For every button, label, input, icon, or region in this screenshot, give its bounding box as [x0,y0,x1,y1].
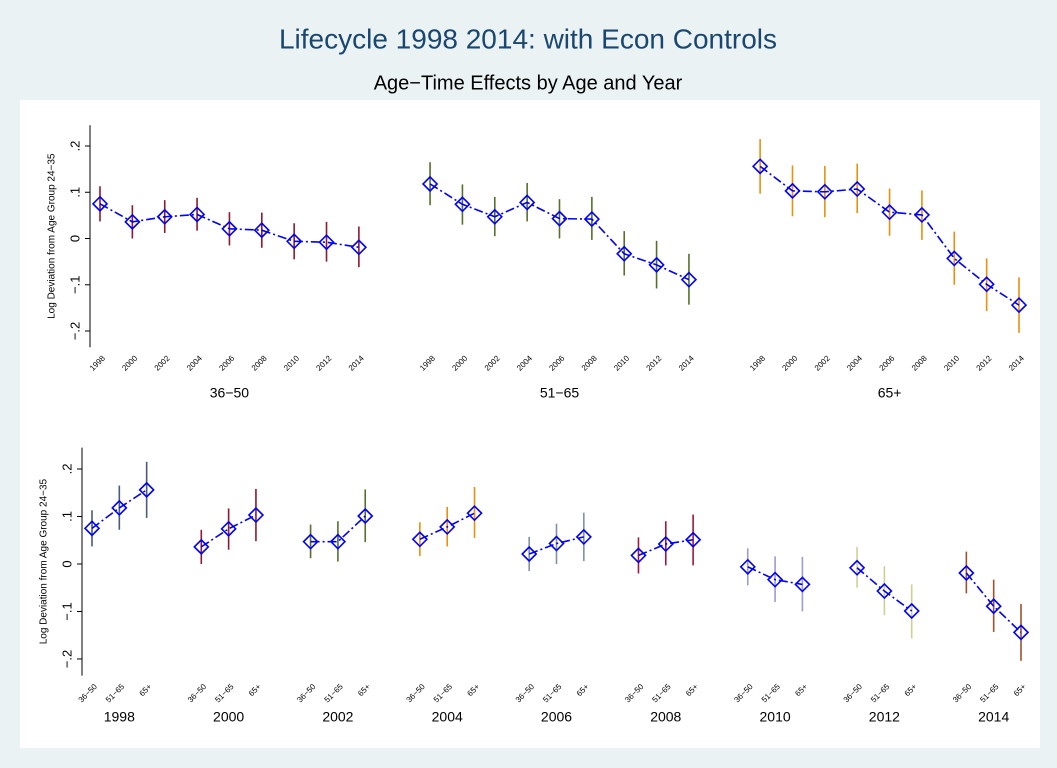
estimate-marker [253,222,270,239]
estimate-marker [454,196,471,213]
estimate-line [91,489,148,529]
estimate-marker [551,210,568,227]
y-axis-title: Log Deviation from Age Group 24−35 [47,153,58,319]
estimate-marker [220,520,237,537]
estimate-marker [784,182,801,200]
estimate-line [747,566,803,586]
estimate-marker [583,210,600,228]
group-label: 2006 [541,709,572,725]
estimate-marker [519,194,536,211]
estimate-marker [350,239,368,256]
estimate-marker [751,158,769,175]
estimate-marker [946,250,963,267]
estimate-marker [91,195,109,212]
y-tick-label: −.2 [67,322,82,340]
estimate-marker [630,547,647,564]
estimate-marker [302,533,319,550]
estimate-marker [876,582,893,600]
estimate-marker [794,576,811,593]
estimate-line [759,165,1020,306]
plot-region [20,100,1040,748]
chart-subtitle: Age−Time Effects by Age and Year [374,72,683,94]
y-tick-label: −.1 [67,276,82,294]
estimate-marker [439,518,456,536]
y-axis-title: Log Deviation from Age Group 24−35 [39,478,50,644]
y-tick-label: 0 [59,560,74,567]
y-tick-label: .1 [59,511,74,522]
estimate-marker [357,507,374,525]
estimate-marker [1012,624,1030,641]
y-tick-label: −.2 [59,650,74,668]
group-label: 2004 [432,709,463,725]
estimate-marker [421,175,439,193]
estimate-marker [188,206,206,223]
estimate-marker [648,256,665,274]
estimate-marker [575,528,592,546]
group-label: 65+ [878,385,902,401]
y-tick-label: .2 [67,141,82,152]
estimate-marker [985,598,1002,615]
estimate-line [856,567,913,612]
estimate-marker [411,531,429,548]
estimate-line [419,512,475,541]
group-label: 2008 [650,709,681,725]
estimate-line [638,538,694,557]
estimate-marker [616,245,633,262]
estimate-line [99,203,359,249]
estimate-marker [83,520,101,537]
estimate-marker [881,204,898,221]
estimate-marker [848,559,866,576]
group-label: 2012 [869,709,900,725]
estimate-marker [849,180,866,198]
estimate-marker [329,533,347,550]
estimate-marker [1010,296,1028,314]
group-label: 51−65 [540,385,580,401]
estimate-marker [816,183,833,200]
y-tick-label: .2 [59,464,74,475]
estimate-marker [318,234,335,251]
chart-title: Lifecycle 1998 2014: with Econ Controls [279,23,777,54]
estimate-marker [156,208,173,225]
estimate-marker [913,206,931,224]
estimate-marker [684,531,702,548]
group-label: 2000 [213,709,244,725]
group-label: 36−50 [210,385,250,401]
group-label: 1998 [104,709,135,725]
group-label: 2002 [322,709,353,725]
estimate-marker [193,538,210,556]
estimate-line [429,183,690,281]
estimate-line [965,572,1022,633]
estimate-marker [680,271,698,288]
estimate-marker [486,208,503,225]
estimate-line [310,515,366,543]
estimate-marker [903,602,920,620]
estimate-marker [138,481,155,499]
group-label: 2010 [760,709,791,725]
estimate-marker [521,545,538,563]
estimate-marker [221,220,238,237]
estimate-marker [466,505,483,522]
estimate-marker [657,535,674,553]
estimate-marker [286,233,303,250]
estimate-marker [739,558,756,575]
y-tick-label: −.1 [59,602,74,620]
estimate-marker [247,506,265,524]
estimate-line [200,514,257,548]
group-label: 2014 [978,709,1009,725]
estimate-marker [766,571,784,588]
estimate-marker [111,499,128,517]
y-tick-label: 0 [67,235,82,242]
estimate-marker [548,535,565,552]
estimate-marker [978,276,995,293]
y-tick-label: .1 [67,187,82,198]
estimate-marker [958,564,975,582]
estimate-line [528,536,585,555]
estimate-marker [124,213,141,230]
